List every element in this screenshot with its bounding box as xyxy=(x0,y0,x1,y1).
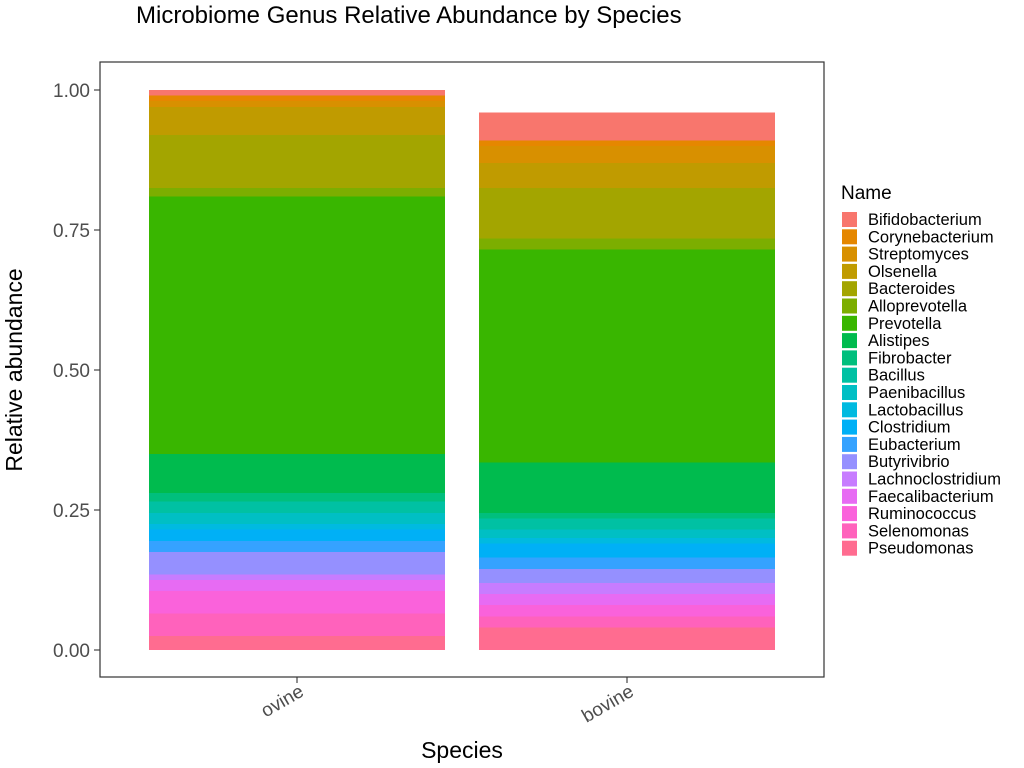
legend-swatch xyxy=(842,523,857,539)
legend-swatch xyxy=(842,333,857,349)
bar-segment xyxy=(479,627,775,650)
chart-title: Microbiome Genus Relative Abundance by S… xyxy=(136,2,682,29)
bars-group xyxy=(149,90,775,650)
bar-segment xyxy=(149,540,445,552)
legend-label: Clostridium xyxy=(868,419,951,437)
y-tick-label: 0.75 xyxy=(53,221,90,242)
legend-swatch xyxy=(842,298,857,314)
legend-swatch xyxy=(842,419,857,435)
legend-label: Paenibacillus xyxy=(868,384,965,402)
bar-segment xyxy=(479,462,775,513)
legend-swatch xyxy=(842,281,857,297)
legend-label: Eubacterium xyxy=(868,436,961,454)
legend-label: Olsenella xyxy=(868,263,938,281)
bar-segment xyxy=(479,249,775,463)
x-tick-label: bovine xyxy=(579,681,638,727)
legend-swatch xyxy=(842,212,857,227)
y-tick-label: 0.25 xyxy=(53,501,90,522)
legend-swatch xyxy=(842,246,857,262)
legend-swatch xyxy=(842,436,857,452)
legend-swatch xyxy=(842,350,857,366)
legend-swatch xyxy=(842,367,857,383)
x-axis: ovine bovine xyxy=(258,677,638,727)
bar-segment xyxy=(479,238,775,250)
bar-segment xyxy=(149,493,445,502)
legend-swatch xyxy=(842,315,857,331)
legend-label: Ruminococcus xyxy=(868,505,976,523)
legend-label: Alistipes xyxy=(868,332,929,350)
bar-segment xyxy=(149,636,445,650)
legend-swatch xyxy=(842,263,857,279)
legend-swatch xyxy=(842,540,857,556)
bar-segment xyxy=(149,95,445,102)
bar-segment xyxy=(479,605,775,617)
bar-segment xyxy=(479,162,775,188)
legend-swatch xyxy=(842,229,857,245)
bar-segment xyxy=(479,529,775,538)
bar-segment xyxy=(479,543,775,558)
bar-segment xyxy=(479,112,775,141)
bar-segment xyxy=(149,106,445,135)
x-axis-title: Species xyxy=(421,737,503,763)
legend-label: Corynebacterium xyxy=(868,228,994,246)
legend-label: Fibrobacter xyxy=(868,349,952,367)
x-tick-label: ovine xyxy=(258,681,308,722)
legend-title: Name xyxy=(841,183,892,204)
legend-swatch xyxy=(842,488,857,504)
bar-segment xyxy=(149,454,445,494)
bar-segment xyxy=(149,512,445,524)
legend-swatch xyxy=(842,454,857,470)
bar-segment xyxy=(149,196,445,454)
bar-segment xyxy=(149,613,445,636)
legend-label: Bacillus xyxy=(868,367,925,385)
bar-segment xyxy=(479,582,775,594)
legend: Name BifidobacteriumCorynebacteriumStrep… xyxy=(841,183,1001,558)
bar-segment xyxy=(149,529,445,541)
y-tick-label: 0.50 xyxy=(53,361,90,382)
bar-segment xyxy=(479,557,775,569)
legend-swatch xyxy=(842,402,857,418)
legend-label: Bifidobacterium xyxy=(868,211,982,229)
legend-label: Lachnoclostridium xyxy=(868,471,1001,489)
bar-segment xyxy=(149,90,445,96)
bar-segment xyxy=(149,524,445,530)
legend-swatch xyxy=(842,471,857,487)
bar-segment xyxy=(479,594,775,606)
bar-segment xyxy=(479,140,775,146)
bar-segment xyxy=(149,101,445,107)
bar-segment xyxy=(149,591,445,614)
bar-segment xyxy=(479,538,775,544)
y-axis: 0.00 0.25 0.50 0.75 1.00 xyxy=(53,81,100,662)
legend-label: Faecalibacterium xyxy=(868,488,994,506)
legend-label: Bacteroides xyxy=(868,280,955,298)
legend-label: Pseudomonas xyxy=(868,540,974,558)
bar-segment xyxy=(479,146,775,163)
y-axis-title: Relative abundance xyxy=(1,268,27,471)
y-tick-label: 0.00 xyxy=(53,641,90,662)
legend-label: Selenomonas xyxy=(868,522,969,540)
legend-swatch xyxy=(842,385,857,400)
bar-segment xyxy=(149,188,445,197)
bar-segment xyxy=(149,134,445,188)
bar-segment xyxy=(149,552,445,575)
legend-label: Butyrivibrio xyxy=(868,453,950,471)
bar-segment xyxy=(479,188,775,239)
legend-label: Lactobacillus xyxy=(868,401,963,419)
legend-label: Prevotella xyxy=(868,315,942,333)
bar-segment xyxy=(479,518,775,530)
bar-segment xyxy=(479,616,775,628)
y-tick-label: 1.00 xyxy=(53,81,90,102)
bar-segment xyxy=(479,512,775,519)
legend-label: Alloprevotella xyxy=(868,298,968,316)
bar-segment xyxy=(149,580,445,592)
bar-segment xyxy=(149,574,445,580)
legend-swatch xyxy=(842,506,857,522)
bar-segment xyxy=(479,568,775,583)
legend-label: Streptomyces xyxy=(868,246,969,264)
bar-segment xyxy=(149,501,445,513)
